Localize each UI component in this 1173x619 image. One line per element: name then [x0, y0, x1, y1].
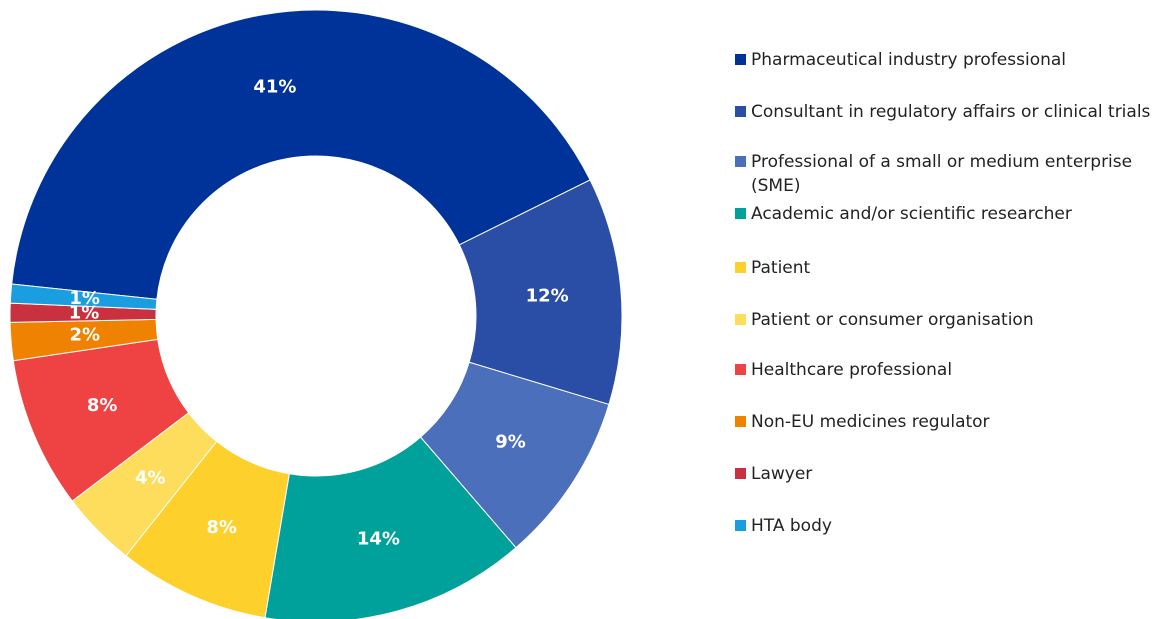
legend-item: Healthcare professional: [735, 358, 1171, 382]
legend-label: Professional of a small or medium enterp…: [751, 152, 1133, 196]
legend-swatch: [735, 156, 746, 167]
data-label: 9%: [495, 431, 526, 452]
legend-label: Non-EU medicines regulator: [751, 412, 990, 432]
chart: 41%12%9%14%8%4%8%2%1%1%: [9, 9, 623, 619]
legend-swatch: [735, 262, 746, 273]
legend-label: Consultant in regulatory affairs or clin…: [751, 102, 1151, 122]
donut-slice: [11, 9, 591, 300]
data-label: 41%: [253, 77, 296, 98]
legend-item: Non-EU medicines regulator: [735, 410, 1171, 434]
legend-swatch: [735, 314, 746, 325]
data-label: 1%: [69, 288, 100, 309]
legend-item: HTA body: [735, 514, 1171, 538]
donut-slice: [9, 283, 158, 310]
legend-label: Patient or consumer organisation: [751, 310, 1034, 330]
legend-swatch: [735, 54, 746, 65]
data-label: 8%: [206, 517, 237, 538]
legend-label: HTA body: [751, 516, 832, 536]
legend-item: Patient or consumer organisation: [735, 308, 1171, 332]
data-label: 4%: [135, 467, 166, 488]
legend-item: Consultant in regulatory affairs or clin…: [735, 100, 1171, 124]
data-label: 12%: [526, 286, 569, 307]
legend-label: Patient: [751, 258, 811, 278]
legend-swatch: [735, 520, 746, 531]
legend-swatch: [735, 364, 746, 375]
legend-item: Pharmaceutical industry professional: [735, 48, 1171, 72]
legend-item: Academic and/or scientific researcher: [735, 202, 1171, 226]
legend-label: Healthcare professional: [751, 360, 953, 380]
data-label: 14%: [357, 528, 400, 549]
legend-swatch: [735, 416, 746, 427]
data-label: 8%: [87, 395, 118, 416]
legend-swatch: [735, 468, 746, 479]
data-label: 1%: [69, 303, 100, 324]
legend-label: Pharmaceutical industry professional: [751, 50, 1067, 70]
legend-label: Academic and/or scientific researcher: [751, 204, 1072, 224]
data-label: 2%: [70, 324, 101, 345]
legend-swatch: [735, 208, 746, 219]
legend-item: Professional of a small or medium enterp…: [735, 150, 1171, 198]
legend-label: Lawyer: [751, 464, 813, 484]
legend-swatch: [735, 106, 746, 117]
legend-item: Patient: [735, 256, 1171, 280]
legend-item: Lawyer: [735, 462, 1171, 486]
